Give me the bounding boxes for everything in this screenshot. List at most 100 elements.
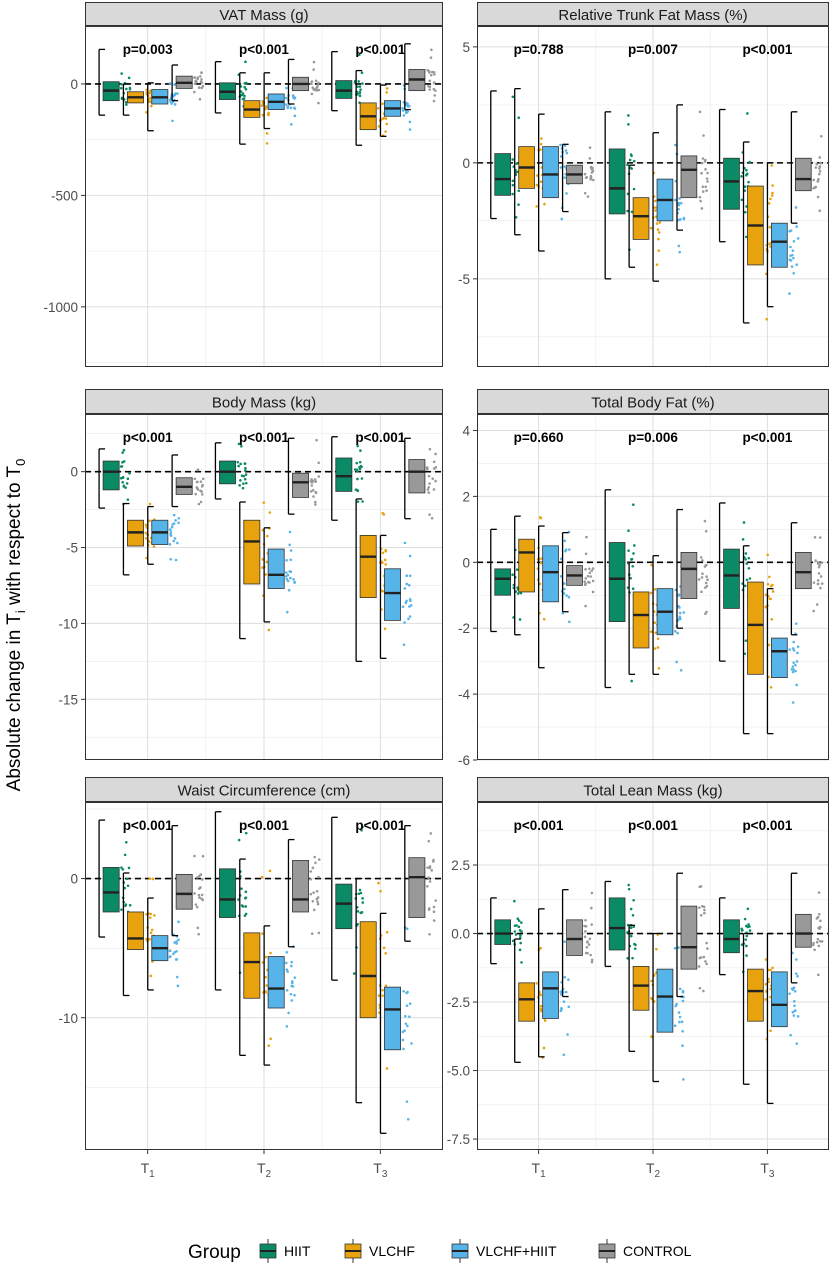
p-value-label: p=0.003 [123,42,173,57]
data-point [511,95,515,99]
data-point [792,649,796,652]
data-point [314,500,317,504]
data-point [238,484,241,487]
data-point [699,956,703,959]
data-point [588,581,591,584]
data-point [559,155,563,158]
data-point [511,573,514,577]
data-point [744,552,748,555]
data-point [177,516,181,520]
data-point [745,954,748,957]
data-point [796,645,800,648]
data-point [193,892,196,895]
data-point [200,878,204,881]
data-point [168,949,172,953]
y-tick-label: -10 [58,1011,78,1026]
data-point [122,485,126,488]
data-point [699,556,703,559]
legend-item-control: CONTROL [598,1239,692,1263]
data-point [653,621,657,624]
data-point [745,924,748,928]
box-control-t3 [790,522,824,636]
data-point [745,562,749,565]
box-body [656,968,674,1033]
p-value-label: p<0.001 [355,430,405,445]
data-point [705,962,708,966]
box-control-t3 [790,872,824,984]
data-point [359,911,362,915]
data-point [535,982,539,985]
data-point [747,556,751,560]
p-value-label: p<0.001 [239,430,289,445]
box-body [723,157,740,210]
data-point [511,179,515,183]
data-point [356,92,359,96]
data-point [677,1011,681,1014]
data-point [627,549,630,552]
data-point [788,292,791,295]
data-point [125,87,128,91]
data-point [627,529,630,533]
data-point [584,577,588,580]
data-point [174,558,178,562]
data-point [584,918,587,922]
data-point [405,101,408,105]
data-point [700,171,703,175]
data-point [432,905,436,909]
data-point [405,991,408,995]
data-point [561,611,565,615]
data-point [790,253,794,257]
data-point [244,481,248,485]
data-point [360,71,364,75]
box-hiit-t3 [718,897,752,976]
data-point [698,110,702,114]
data-point [401,605,405,609]
data-point [590,569,594,573]
data-point [287,588,291,592]
data-point [290,984,294,988]
data-point [285,989,289,992]
data-point [681,989,685,993]
data-point [196,487,199,490]
data-point [405,1100,409,1103]
panel-5: Waist Circumference (cm) 0 -10 p<0.001 p<0.0… [58,777,443,1154]
data-point [701,559,704,562]
data-point [262,501,266,504]
data-point [740,198,744,202]
data-point [817,973,820,977]
data-point [590,168,594,171]
data-point [589,953,592,957]
data-point [513,899,516,903]
data-point [310,92,314,96]
data-point [704,529,708,533]
data-point [629,907,633,911]
data-point [770,617,774,621]
data-point [535,183,539,187]
data-point [311,86,315,89]
data-point [745,168,748,172]
y-tick-label: -4 [458,687,470,702]
data-point [171,119,174,123]
data-point [566,1033,569,1036]
data-point [791,647,795,650]
box-body [175,873,193,910]
data-point [169,528,172,532]
data-point [745,944,748,948]
data-point [244,60,247,64]
data-point [199,886,202,889]
data-point [286,106,290,110]
data-point [269,1037,273,1041]
data-point [650,979,653,983]
data-point [261,558,265,561]
data-point [653,588,657,591]
data-point [403,1014,407,1018]
data-point [677,946,680,949]
data-point [293,993,296,997]
data-point [149,96,152,100]
p-value-label: p<0.001 [355,42,405,57]
data-point [289,570,293,574]
box-vlchf-t1 [122,502,156,576]
data-point [357,892,361,896]
data-point [316,83,320,87]
x-axis-tick-labels: T1 T2 T3 T1 T2 T3 [141,1160,775,1180]
